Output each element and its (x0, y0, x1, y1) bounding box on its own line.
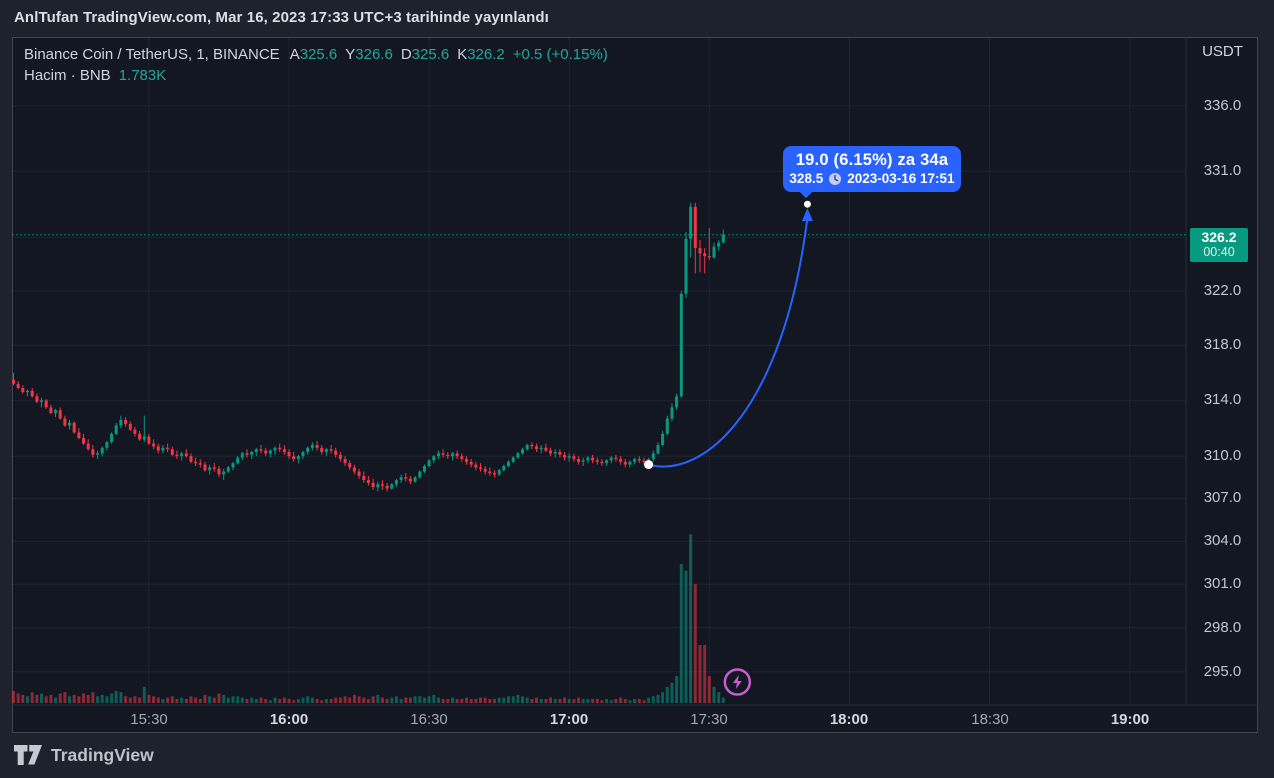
tradingview-wordmark: TradingView (51, 744, 154, 765)
price-tick-label: 304.0 (1203, 532, 1242, 549)
chart-widget (12, 37, 1258, 733)
change-value: +0.5 (+0.15%) (512, 46, 608, 63)
legend-symbol-row: Binance Coin / TetherUS, 1, BINANCE A325.… (24, 44, 608, 65)
low-label: D (400, 46, 412, 63)
time-tick-label: 15:30 (130, 711, 168, 728)
tradingview-mark-icon (14, 745, 42, 765)
bar-countdown: 00:40 (1203, 245, 1235, 259)
price-tick-label: 318.0 (1203, 336, 1242, 353)
close-value: 326.2 (467, 46, 505, 63)
measure-end-dot (803, 200, 811, 208)
last-price: 326.2 (1201, 229, 1237, 245)
symbol-title[interactable]: Binance Coin / TetherUS, 1, BINANCE (24, 46, 280, 63)
price-tick-label: 298.0 (1203, 619, 1242, 636)
measure-datetime: 2023-03-16 17:51 (847, 171, 955, 186)
price-scale[interactable]: USDT 326.2 00:40 336.0331.0326.0322.0318… (1187, 38, 1258, 705)
measure-start-dot (644, 460, 654, 470)
publication-text: AnlTufan TradingView.com, Mar 16, 2023 1… (14, 9, 549, 26)
price-tick-label: 322.0 (1203, 282, 1242, 299)
tradingview-logo[interactable]: TradingView (13, 744, 154, 766)
close-label: K (457, 46, 468, 63)
publication-bar: AnlTufan TradingView.com, Mar 16, 2023 1… (0, 0, 1274, 37)
price-tick-label: 295.0 (1203, 663, 1242, 680)
time-tick-label: 18:30 (971, 711, 1009, 728)
lightning-marker[interactable] (723, 668, 752, 696)
time-scale[interactable]: 15:30 16:00 16:30 17:00 17:30 18:00 18:30 19:00 (12, 706, 1186, 733)
measure-detail-row: 328.5 2023-03-16 17:51 (783, 171, 961, 186)
measure-tooltip[interactable]: 19.0 (6.15%) za 34a 328.5 2023-03-16 17:… (783, 146, 961, 192)
measure-change-text: 19.0 (6.15%) za 34a (795, 151, 949, 169)
price-tick-label: 301.0 (1203, 575, 1242, 592)
open-value: 325.6 (299, 46, 338, 63)
time-tick-label: 17:00 (549, 711, 589, 728)
price-tick-label: 331.0 (1203, 162, 1242, 179)
time-tick-label: 16:00 (269, 711, 309, 728)
high-label: Y (345, 46, 356, 63)
low-value: 325.6 (411, 46, 450, 63)
high-value: 326.6 (355, 46, 393, 63)
open-label: A (289, 46, 300, 63)
volume-value: 1.783K (118, 67, 167, 84)
price-tick-label: 307.0 (1203, 489, 1242, 506)
footer-bar: TradingView (0, 733, 1274, 778)
time-tick-label: 17:30 (690, 711, 728, 728)
arrowhead-icon (801, 208, 813, 222)
time-tick-label: 16:30 (410, 711, 448, 728)
time-tick-label: 18:00 (829, 711, 869, 728)
candlesticks-layer (12, 202, 725, 492)
currency-label: USDT (1202, 43, 1243, 60)
time-tick-label: 19:00 (1110, 711, 1150, 728)
clock-icon (829, 172, 842, 185)
volume-layer (12, 534, 725, 704)
legend-volume-row: Hacim · BNB 1.783K (24, 65, 608, 86)
grid-layer (12, 37, 1258, 706)
price-tick-label: 310.0 (1203, 447, 1242, 464)
volume-label[interactable]: Hacim · BNB (24, 67, 111, 84)
price-tick-label: 336.0 (1203, 97, 1242, 114)
measure-price: 328.5 (789, 171, 824, 186)
measure-arrow-drawing[interactable] (644, 200, 813, 470)
chart-legend: Binance Coin / TetherUS, 1, BINANCE A325.… (24, 44, 608, 86)
price-tick-label: 314.0 (1203, 391, 1242, 408)
last-price-badge[interactable]: 326.2 00:40 (1190, 228, 1248, 262)
